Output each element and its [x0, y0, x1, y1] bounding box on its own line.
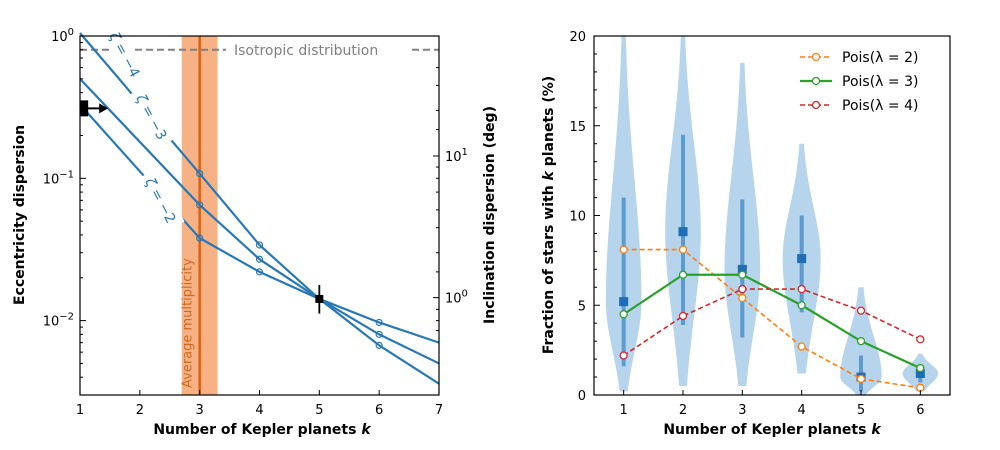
x-tick-label: 1: [620, 403, 628, 418]
zeta-series-point: [196, 169, 204, 178]
poisson-series-group: [619, 245, 925, 392]
x-tick-label: 6: [916, 403, 924, 418]
poisson-series-line-1: [623, 273, 921, 370]
y-tick-label: 20: [569, 30, 586, 45]
y-tick-label: 15: [569, 120, 586, 135]
poisson-series-point: [678, 311, 688, 321]
x-tick-label: 1: [76, 403, 84, 418]
k1-arrow-head: [99, 103, 109, 114]
zeta-label-bg: [102, 22, 149, 86]
right-x-axis-label: Number of Kepler planets k: [663, 422, 882, 438]
zeta-label-group-2: ζ = −2: [138, 168, 185, 232]
left-y-ticks: 10−2 10−1 100: [43, 27, 86, 396]
x-tick-label: 4: [798, 403, 806, 418]
right-x-ticks: 1 2 3 4 5 6: [620, 390, 924, 418]
legend-marker: [811, 76, 821, 86]
violin-median-marker: [678, 227, 688, 237]
left-x-ticks: 1 2 3 4 5 6 7: [76, 390, 443, 418]
zeta-label-bg: [129, 85, 176, 148]
average-multiplicity-label: Average multiplicity: [181, 258, 196, 388]
y-tick-label: 10−2: [43, 312, 74, 330]
left-x-axis-label: Number of Kepler planets k: [153, 422, 372, 438]
poisson-series-point: [678, 270, 688, 279]
poisson-series-point: [856, 374, 866, 383]
poisson-series-point: [619, 351, 628, 360]
isotropic-line-group: Isotropic distribution: [80, 43, 439, 59]
zeta-series-line-2: [79, 103, 440, 344]
zeta-series-point: [255, 255, 264, 263]
right-y-tick-label: 100: [445, 289, 468, 307]
zeta-series-point: [196, 201, 204, 209]
left-right-y-ticks: 100 101: [433, 67, 468, 332]
poisson-series-point: [738, 270, 747, 279]
y-tick-label: 0: [578, 389, 586, 404]
poisson-series-point: [856, 336, 866, 346]
poisson-series-point: [738, 293, 747, 303]
k5-marker: [315, 294, 324, 303]
right-y-ticks: 0 5 10 15 20: [569, 30, 600, 404]
poisson-series-point: [619, 245, 628, 254]
poisson-series-point: [797, 284, 806, 294]
poisson-series-point: [916, 363, 925, 373]
x-tick-label: 2: [679, 403, 687, 418]
zeta-series-line-1: [79, 78, 440, 365]
zeta-series-group: ζ = −4ζ = −3ζ = −2: [79, 22, 440, 385]
violin-median-marker: [737, 264, 747, 274]
x-tick-label: 5: [857, 403, 865, 418]
zeta-series-point: [375, 341, 383, 349]
legend: Pois(λ = 2) Pois(λ = 3) Pois(λ = 4): [800, 50, 918, 114]
poisson-series-point: [678, 245, 688, 254]
violin-median-marker: [915, 368, 925, 378]
isotropic-label: Isotropic distribution: [234, 43, 378, 59]
x-tick-label: 3: [196, 403, 204, 418]
x-tick-label: 7: [435, 403, 443, 418]
y-tick-label: 10−1: [43, 169, 74, 187]
poisson-series-line-2: [623, 288, 921, 357]
zeta-series-point: [375, 330, 383, 338]
legend-label: Pois(λ = 2): [842, 50, 918, 66]
poisson-series-point: [797, 301, 806, 310]
zeta-series-point: [375, 318, 383, 327]
legend-marker: [811, 100, 821, 110]
legend-label: Pois(λ = 4): [842, 98, 918, 114]
poisson-series-point: [619, 310, 628, 319]
zeta-series-point: [196, 234, 204, 242]
poisson-series-point: [797, 342, 806, 351]
y-tick-label: 10: [569, 210, 586, 225]
y-tick-label: 5: [578, 299, 586, 314]
x-tick-label: 4: [255, 403, 263, 418]
legend-label: Pois(λ = 3): [842, 74, 918, 90]
x-tick-label: 6: [375, 403, 383, 418]
left-right-y-axis-label: Inclination dispersion (deg): [482, 106, 498, 324]
violin-median-marker: [797, 254, 807, 264]
right-y-tick-label: 101: [445, 147, 468, 165]
poisson-series-point: [916, 335, 925, 344]
poisson-series-point: [738, 284, 747, 294]
legend-marker: [811, 52, 821, 62]
observation-markers: [80, 100, 324, 314]
zeta-label-bg: [138, 168, 185, 232]
x-tick-label: 2: [136, 403, 144, 418]
violin-median-marker: [619, 297, 629, 307]
right-y-axis-label: Fraction of stars with k planets (%): [541, 76, 557, 354]
x-tick-label: 3: [738, 403, 746, 418]
left-y-axis-label: Eccentricity dispersion: [12, 125, 28, 305]
y-tick-label: 100: [51, 27, 74, 45]
zeta-series-point: [255, 241, 264, 249]
x-tick-label: 5: [315, 403, 323, 418]
zeta-label-group-0: ζ = −4: [102, 22, 149, 86]
left-panel: Average multiplicity Isotropic distribut…: [12, 22, 498, 438]
left-plot-frame: [79, 35, 440, 396]
violin-group: [605, 36, 939, 395]
poisson-series-line-0: [623, 248, 921, 389]
zeta-series-line-0: [79, 32, 440, 385]
zeta-series-point: [255, 268, 264, 276]
poisson-series-point: [856, 306, 866, 315]
